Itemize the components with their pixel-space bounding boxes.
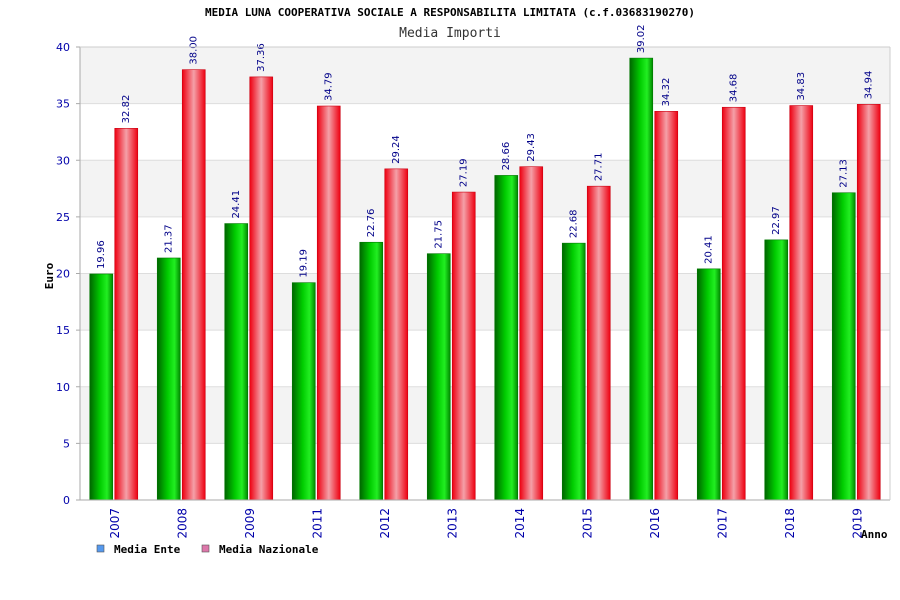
bar-media-ente-2008 [156,257,181,501]
y-tick-label: 30 [56,154,70,167]
bar-media-ente-2012 [359,241,384,501]
x-tick-label: 2009 [243,508,257,539]
bar-media-nazionale-2016 [654,111,679,501]
x-tick-label: 2013 [445,508,459,539]
bar-media-nazionale-2008 [181,69,206,501]
grid-band [80,273,890,331]
y-axis-label: Euro [43,262,56,289]
bar-media-nazionale-2018 [789,105,814,501]
x-tick-label: 2018 [783,508,797,539]
data-label: 27.71 [594,153,605,182]
legend-swatch [96,544,105,553]
bar-media-nazionale-2012 [384,168,409,501]
bar-media-ente-2019 [831,192,856,501]
bar-media-ente-2011 [291,282,316,501]
data-label: 34.79 [324,72,335,101]
bar-media-nazionale-2015 [586,185,611,501]
grid-band [80,160,890,217]
y-tick-label: 0 [63,494,70,507]
data-label: 22.68 [569,210,580,239]
data-label: 21.75 [434,220,445,249]
bar-media-ente-2017 [696,268,721,501]
y-tick-label: 35 [56,98,70,111]
data-label: 39.02 [636,24,647,53]
bar-media-ente-2016 [629,57,654,501]
bar-media-ente-2009 [224,223,249,501]
x-tick-label: 2015 [580,508,594,539]
data-label: 28.66 [501,142,512,171]
chart-subtitle: Media Importi [399,26,501,41]
data-label: 34.32 [661,78,672,107]
data-label: 22.97 [771,206,782,235]
bar-media-nazionale-2013 [451,191,476,501]
chart-title: MEDIA LUNA COOPERATIVA SOCIALE A RESPONS… [205,6,695,19]
data-label: 24.41 [231,190,242,219]
data-label: 37.36 [256,43,267,72]
x-tick-label: 2014 [513,508,527,539]
x-tick-label: 2016 [648,508,662,539]
x-axis-ticks: 2007 2008 2009 2011 2012 2013 2014 2015 2016 2017… [108,508,865,539]
y-axis-ticks: 0 5 10 15 20 25 30 35 40 [56,41,80,507]
bars [89,57,881,501]
data-label: 34.68 [729,74,740,103]
legend: Media Ente Media Nazionale [96,543,319,556]
x-tick-label: 2017 [715,508,729,539]
x-tick-label: 2007 [108,508,122,539]
bar-media-ente-2015 [561,242,586,501]
y-tick-label: 20 [56,268,70,281]
x-tick-label: 2011 [310,508,324,539]
data-label: 38.00 [189,36,200,65]
data-label: 19.96 [96,240,107,269]
x-tick-label: 2012 [378,508,392,539]
data-label: 20.41 [704,235,715,264]
data-label: 21.37 [164,224,175,253]
bar-media-nazionale-2017 [721,106,746,501]
y-tick-label: 5 [63,437,70,450]
bar-media-nazionale-2007 [114,128,139,501]
x-axis-label: Anno [861,528,888,541]
bar-media-nazionale-2014 [519,166,544,501]
legend-label: Media Ente [114,543,181,556]
data-label: 34.83 [796,72,807,101]
y-tick-label: 10 [56,381,70,394]
legend-swatch [201,544,210,553]
bar-media-nazionale-2009 [249,76,274,501]
data-label: 29.24 [391,135,402,164]
bar-media-ente-2018 [764,239,789,501]
data-label: 34.94 [864,71,875,100]
bar-media-ente-2007 [89,273,114,501]
value-labels: 19.96 32.82 21.37 38.00 24.41 37.36 19.19 34.79… [96,24,875,277]
legend-label: Media Nazionale [219,543,319,556]
grid-band [80,47,890,104]
y-tick-label: 40 [56,41,70,54]
data-label: 29.43 [526,133,537,162]
y-tick-label: 15 [56,324,70,337]
data-label: 32.82 [121,95,132,124]
x-tick-label: 2008 [175,508,189,539]
data-label: 27.19 [459,158,470,187]
y-tick-label: 25 [56,211,70,224]
bar-media-ente-2013 [426,253,451,501]
data-label: 27.13 [839,159,850,188]
grid-band [80,386,890,444]
data-label: 22.76 [366,209,377,238]
bar-media-nazionale-2011 [316,105,341,501]
bar-media-nazionale-2019 [856,104,881,501]
data-label: 19.19 [299,249,310,278]
x-tick-label: 2019 [850,508,864,539]
bar-media-ente-2014 [494,175,519,501]
